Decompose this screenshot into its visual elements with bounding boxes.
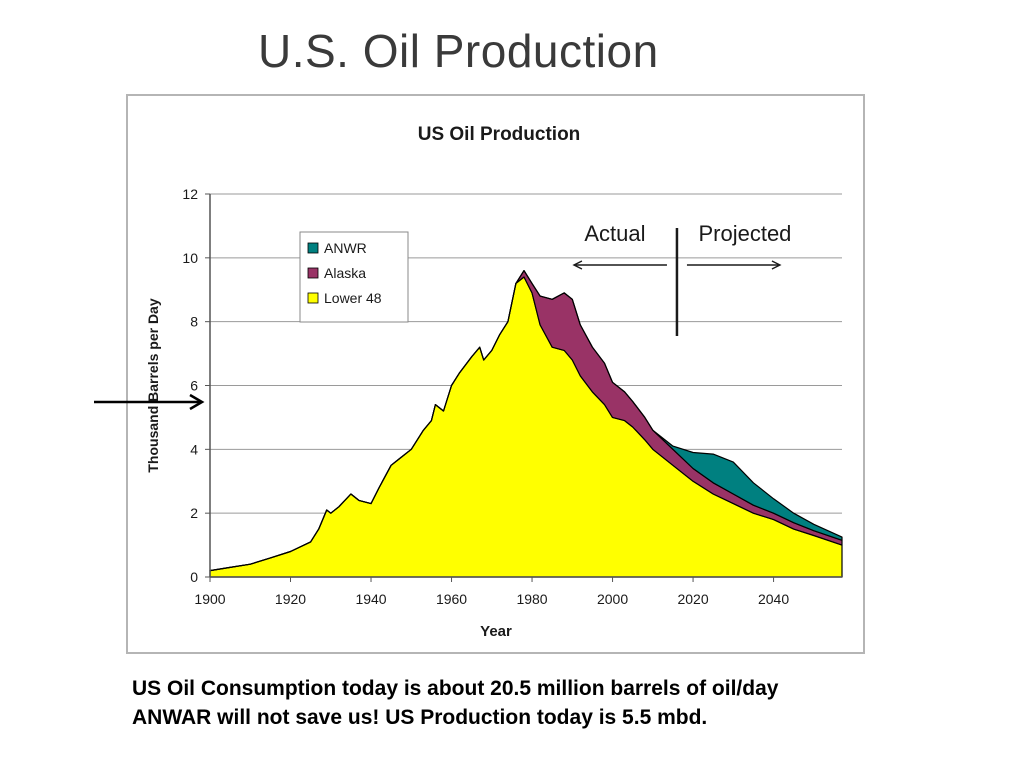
x-tick-label: 1940 (355, 591, 386, 607)
projected-arrowhead (771, 260, 782, 270)
y-tick-label: 8 (190, 314, 198, 330)
chart-title: US Oil Production (418, 124, 581, 145)
y-tick-label: 4 (190, 441, 198, 457)
y-axis-label: Thousand Barrels per Day (145, 298, 161, 472)
caption-production: ANWAR will not save us! US Production to… (132, 706, 708, 729)
legend-label: ANWR (324, 240, 367, 256)
x-tick-label: 1960 (436, 591, 467, 607)
legend-label: Lower 48 (324, 290, 382, 306)
slide-title: U.S. Oil Production (258, 25, 659, 77)
legend-swatch (307, 267, 319, 279)
y-tick-label: 2 (190, 505, 198, 521)
x-tick-label: 1920 (275, 591, 306, 607)
y-tick-label: 10 (182, 250, 198, 266)
legend-swatch (307, 292, 319, 304)
x-tick-label: 1900 (194, 591, 225, 607)
y-tick-label: 12 (182, 186, 198, 202)
x-axis-label: Year (480, 623, 512, 640)
legend-swatch (307, 242, 319, 254)
x-tick-label: 2020 (677, 591, 708, 607)
chart-frame: US Oil Production 0 2 4 6 8 10 12 1900 1920 1940 1… (126, 94, 865, 654)
caption-consumption: US Oil Consumption today is about 20.5 m… (132, 677, 779, 700)
y-tick-label: 6 (190, 378, 198, 394)
area-anwr (209, 270, 843, 572)
pointer-arrow (94, 393, 205, 411)
y-tick-label: 0 (190, 569, 198, 585)
actual-label: Actual (584, 221, 645, 246)
projected-label: Projected (698, 221, 791, 246)
actual-arrowhead (572, 260, 583, 270)
actual-projected-annotation: Actual Projected (572, 221, 791, 336)
x-tick-label: 2000 (597, 591, 628, 607)
x-tick-label: 2040 (758, 591, 789, 607)
legend: ANWR Alaska Lower 48 (299, 231, 409, 323)
x-tick-label: 1980 (516, 591, 547, 607)
oil-production-chart: US Oil Production 0 2 4 6 8 10 12 1900 1920 1940 1… (145, 124, 843, 640)
legend-label: Alaska (324, 265, 366, 281)
